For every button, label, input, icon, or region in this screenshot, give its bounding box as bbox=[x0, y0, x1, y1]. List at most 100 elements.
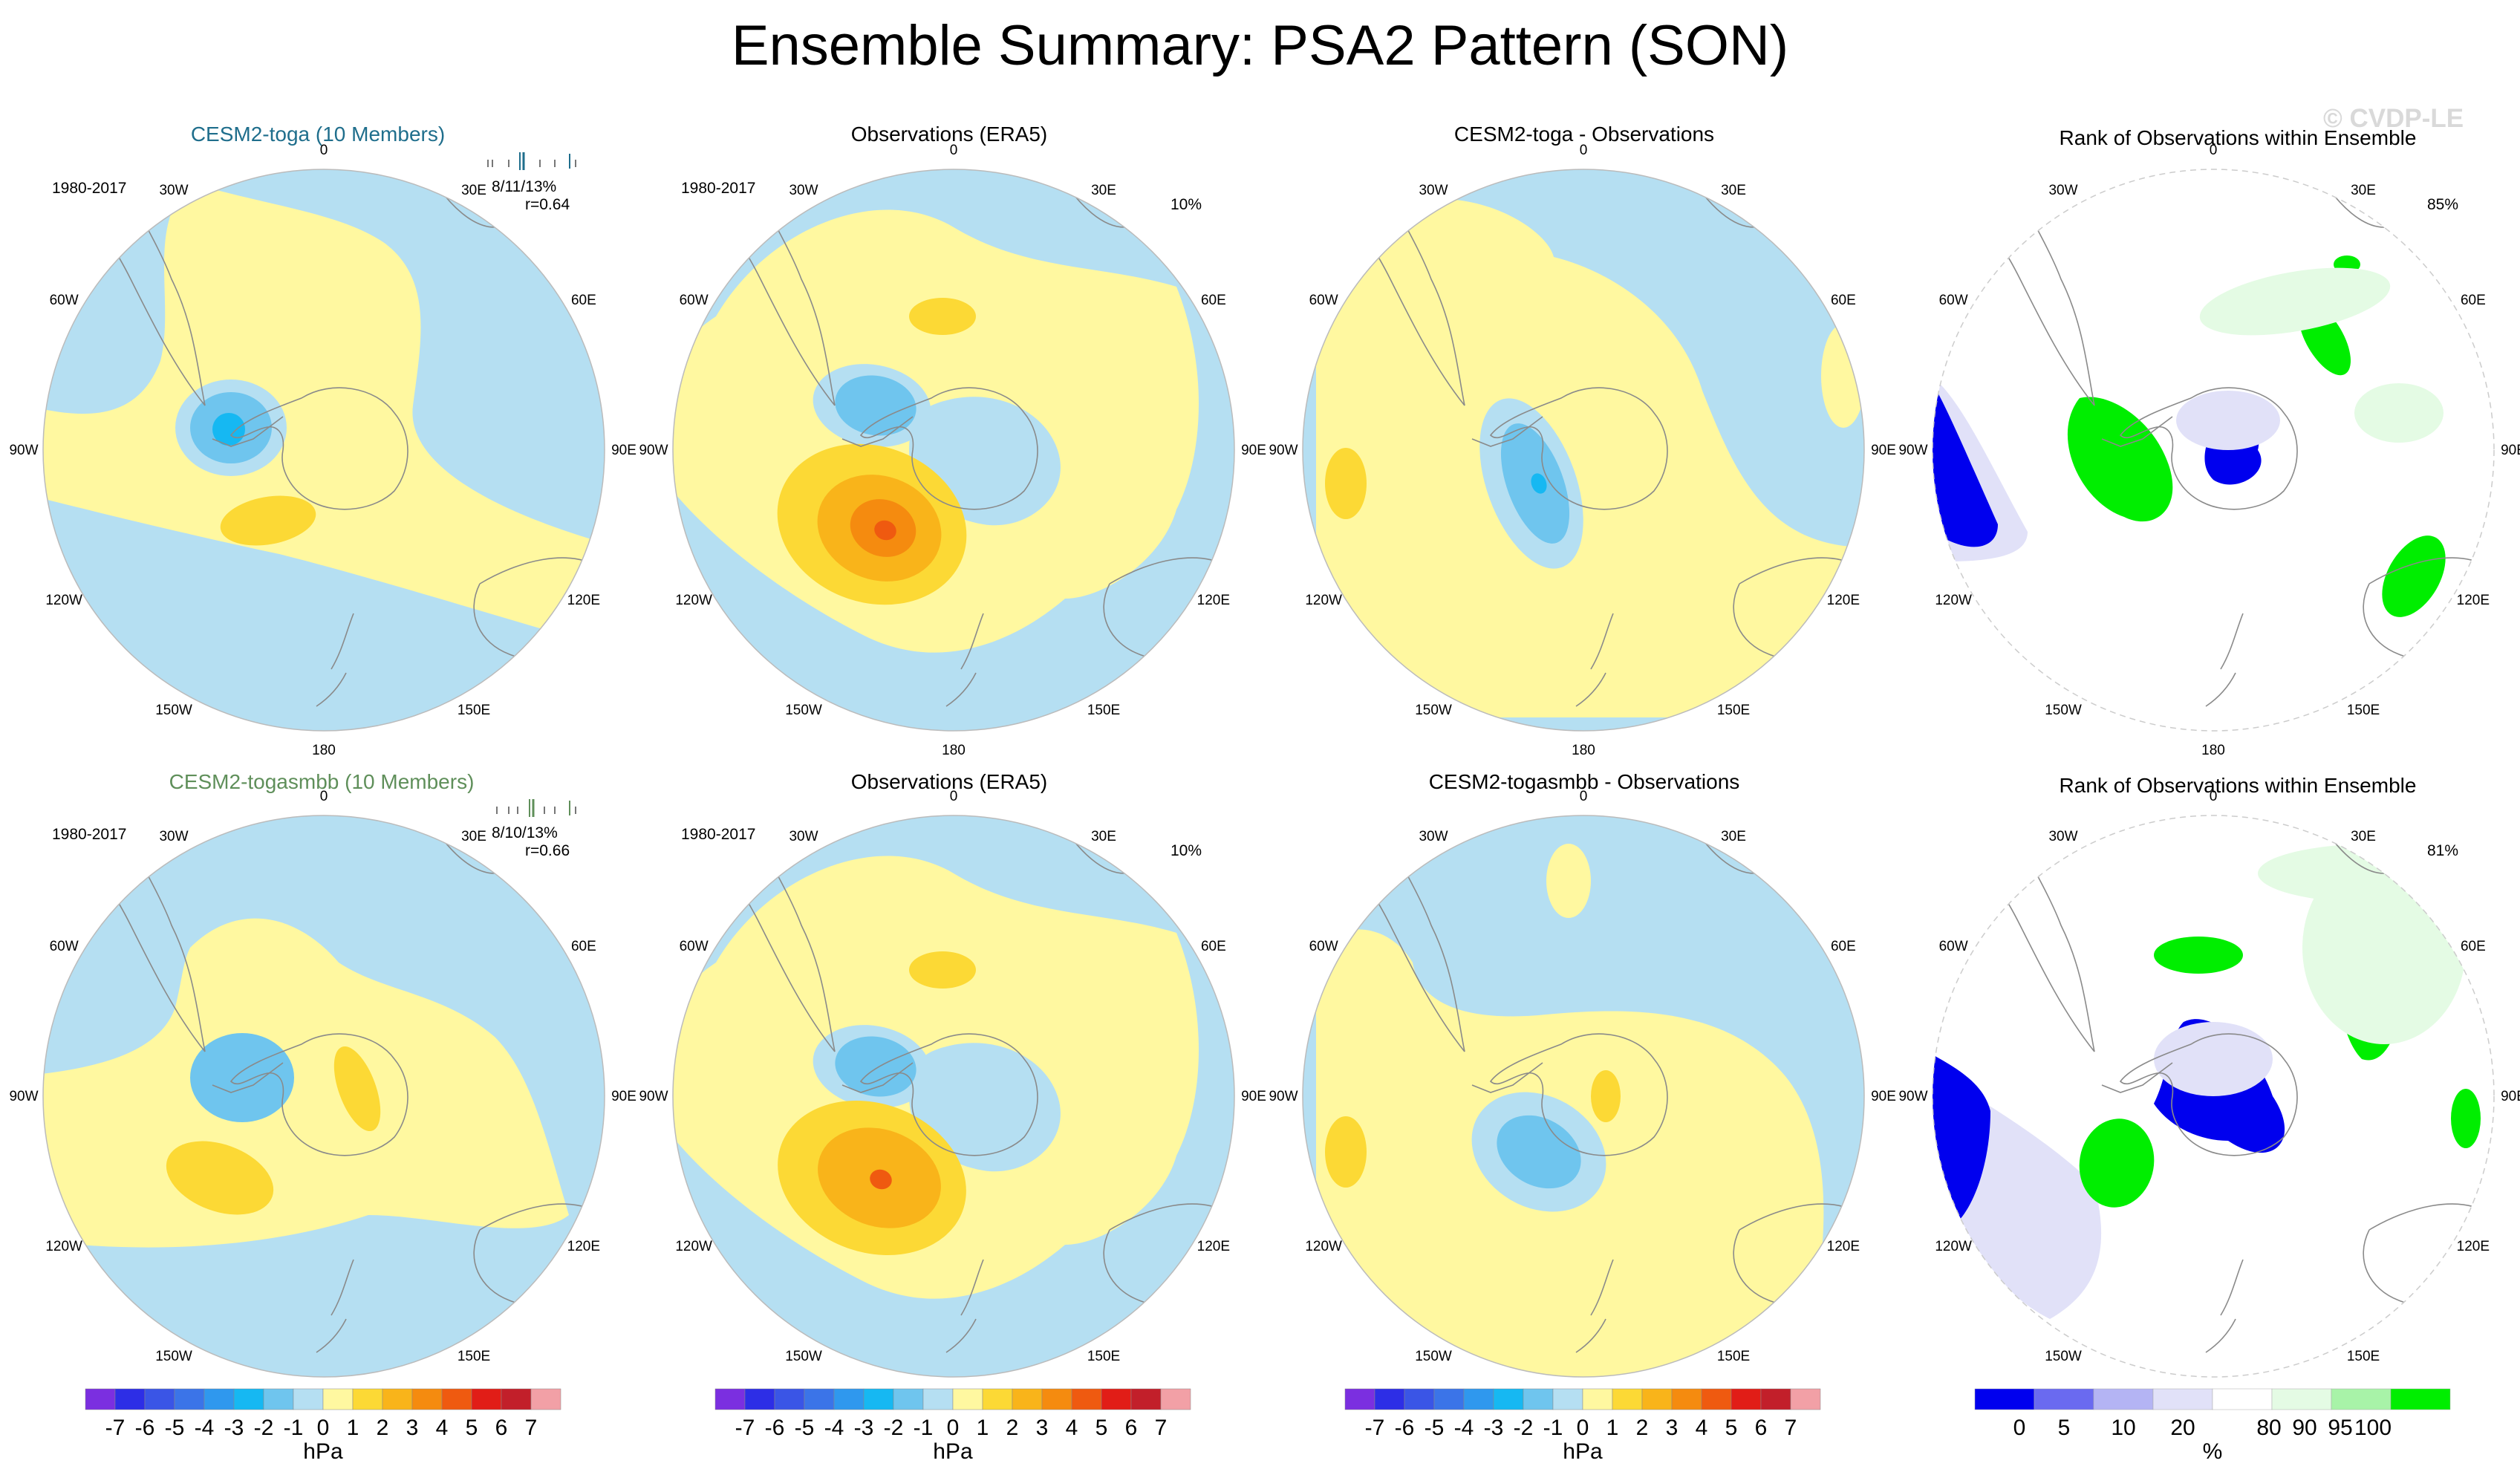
colorbar-swatch bbox=[1012, 1388, 1043, 1410]
lon-label: 150W bbox=[785, 703, 822, 718]
lon-label: 30E bbox=[461, 183, 486, 198]
lon-label: 150E bbox=[1087, 703, 1120, 718]
rank-pct-row1: 85% bbox=[2427, 196, 2459, 213]
colorbar-tick-label: 1 bbox=[347, 1416, 359, 1440]
colorbar-swatch bbox=[1641, 1388, 1673, 1410]
contour-positive bbox=[1325, 448, 1367, 519]
colorbar-swatch bbox=[501, 1388, 532, 1410]
lon-label: 120E bbox=[1827, 1239, 1860, 1254]
colorbar-pressure-1: -7 -6 -5 -4 -3 -2 -1 0 1 2 3 4 5 6 7 hPa bbox=[85, 1388, 561, 1464]
colorbar-tick-label: 90 bbox=[2292, 1416, 2316, 1440]
colorbar-tick-label: 5 bbox=[2058, 1416, 2071, 1440]
model-stats-row2: 8/10/13% bbox=[492, 824, 558, 841]
contour-positive bbox=[220, 495, 316, 546]
lon-label: 30W bbox=[2048, 829, 2077, 844]
lon-label: 30E bbox=[1091, 183, 1116, 198]
colorbar-swatch bbox=[833, 1388, 865, 1410]
lon-label: 60W bbox=[50, 939, 79, 954]
model-corr-row2: r=0.66 bbox=[525, 842, 570, 859]
colorbar-tick-label: -3 bbox=[1484, 1416, 1504, 1440]
colorbar-tick-label: 6 bbox=[1125, 1416, 1138, 1440]
colorbar-swatch bbox=[1523, 1388, 1554, 1410]
obs-years-row2: 1980-2017 bbox=[681, 826, 756, 843]
lon-label: 30W bbox=[2048, 183, 2077, 198]
lon-label: 0 bbox=[950, 143, 958, 158]
lon-label: 90W bbox=[639, 443, 668, 458]
colorbar-tick-label: -4 bbox=[195, 1416, 215, 1440]
colorbar-tick-label: 3 bbox=[1666, 1416, 1679, 1440]
map-border bbox=[1932, 169, 2495, 732]
colorbar-swatch bbox=[863, 1388, 894, 1410]
lon-label: 30W bbox=[1419, 183, 1448, 198]
map-border bbox=[1932, 815, 2495, 1378]
colorbar-swatch bbox=[85, 1388, 116, 1410]
lon-label: 90W bbox=[9, 1089, 38, 1104]
model-corr-row1: r=0.64 bbox=[525, 196, 570, 213]
colorbar-tick-label: 5 bbox=[466, 1416, 478, 1440]
lon-label: 120E bbox=[2457, 1239, 2490, 1254]
lon-label: 120W bbox=[1305, 593, 1342, 608]
member-spread-glyph-row1 bbox=[487, 152, 576, 170]
colorbar-swatch bbox=[1130, 1388, 1162, 1410]
model-title-row1: CESM2-toga (10 Members) bbox=[190, 123, 446, 146]
map-rank-row1: 0 30E 60E 90E 120E 150E 180 150W 120W 90W 60W 30W bbox=[1898, 143, 2520, 758]
rank-pct-row2: 81% bbox=[2427, 842, 2459, 859]
lon-label: 120E bbox=[1827, 593, 1860, 608]
lon-label: 90E bbox=[1241, 1089, 1266, 1104]
lon-label: 150W bbox=[155, 1349, 192, 1364]
colorbar-tick-label: -2 bbox=[1514, 1416, 1534, 1440]
rank-cell bbox=[2354, 383, 2444, 443]
lon-label: 120W bbox=[675, 593, 712, 608]
lon-label: 60E bbox=[571, 293, 596, 308]
lon-label: 60W bbox=[680, 293, 709, 308]
colorbar-tick-label: -5 bbox=[1425, 1416, 1445, 1440]
colorbar-tick-label: -6 bbox=[1395, 1416, 1415, 1440]
colorbar-tick-label: -5 bbox=[165, 1416, 185, 1440]
lon-label: 150E bbox=[1717, 1349, 1750, 1364]
rank-cell bbox=[2067, 397, 2173, 522]
colorbar-tick-label: 2 bbox=[1006, 1416, 1019, 1440]
lon-label: 150W bbox=[1415, 703, 1452, 718]
lon-label: 0 bbox=[1580, 789, 1588, 804]
colorbar-tick-label: -3 bbox=[224, 1416, 244, 1440]
colorbar-tick-label: -4 bbox=[1454, 1416, 1474, 1440]
colorbar-swatch bbox=[382, 1388, 413, 1410]
rank-cell bbox=[1933, 383, 1998, 547]
map-border bbox=[42, 169, 605, 732]
rank-cell bbox=[2154, 937, 2243, 974]
map-border bbox=[42, 815, 605, 1378]
contour-negative bbox=[835, 375, 916, 436]
lon-label: 60E bbox=[2461, 939, 2486, 954]
lon-label: 180 bbox=[942, 743, 966, 758]
member-spread-glyph-row2 bbox=[496, 799, 576, 817]
map-diff-row1: 0 30E 60E 90E 120E 150E 180 150W 120W 90W 60W 30W bbox=[1269, 143, 1895, 758]
colorbar-swatch bbox=[982, 1388, 1013, 1410]
colorbar-swatch bbox=[1760, 1388, 1791, 1410]
colorbar-swatch bbox=[2390, 1388, 2451, 1410]
colorbar-tick-label: -6 bbox=[135, 1416, 155, 1440]
colorbar-swatch bbox=[774, 1388, 805, 1410]
colorbar-tick-label: 2 bbox=[377, 1416, 389, 1440]
colorbar-swatch bbox=[804, 1388, 835, 1410]
colorbar-tick-label: -3 bbox=[854, 1416, 874, 1440]
colorbar-tick-label: -2 bbox=[254, 1416, 274, 1440]
colorbar-swatch bbox=[293, 1388, 324, 1410]
contour-positive bbox=[166, 1141, 274, 1215]
lon-label: 120E bbox=[567, 1239, 600, 1254]
colorbar-tick-label: -6 bbox=[765, 1416, 785, 1440]
colorbar-tick-label: 4 bbox=[1066, 1416, 1078, 1440]
colorbar-swatch bbox=[1790, 1388, 1821, 1410]
contour-positive bbox=[1591, 1070, 1621, 1122]
contour-positive bbox=[1546, 844, 1591, 918]
colorbar-pressure-2: -7 -6 -5 -4 -3 -2 -1 0 1 2 3 4 5 6 7 hPa bbox=[714, 1388, 1191, 1464]
contour-negative bbox=[1531, 473, 1547, 494]
map-border bbox=[1302, 169, 1865, 732]
lon-label: 150E bbox=[1717, 703, 1750, 718]
colorbar-swatch bbox=[204, 1388, 235, 1410]
lon-label: 180 bbox=[312, 743, 336, 758]
lon-label: 90E bbox=[611, 1089, 636, 1104]
lon-label: 150W bbox=[155, 703, 192, 718]
colorbar-pressure-3: -7 -6 -5 -4 -3 -2 -1 0 1 2 3 4 5 6 7 hPa bbox=[1344, 1388, 1821, 1464]
colorbar-tick-label: 0 bbox=[947, 1416, 960, 1440]
